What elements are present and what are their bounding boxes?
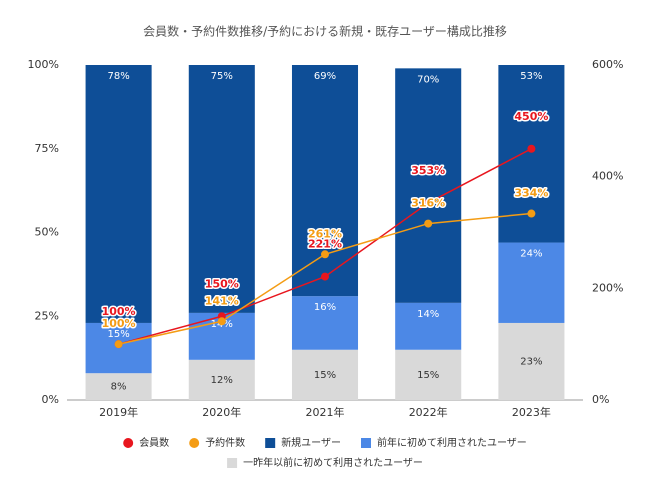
bar-value-label: 24% — [520, 249, 542, 260]
bar-segment — [395, 302, 462, 350]
line-value-label: 334% — [514, 187, 548, 200]
line-point — [217, 317, 226, 326]
line-point — [424, 198, 433, 207]
legend-label: 一昨年以前に初めて利用されたユーザー — [243, 456, 423, 469]
x-tick-label: 2020年 — [202, 405, 241, 419]
line-value-label: 150% — [205, 277, 239, 290]
legend-marker — [361, 438, 371, 448]
y-tick-label: 75% — [35, 142, 59, 155]
legend-label: 新規ユーザー — [281, 436, 341, 449]
legend-label: 前年に初めて利用されたユーザー — [377, 436, 527, 449]
bar-segment — [498, 242, 565, 323]
legend-marker — [227, 458, 238, 468]
line-value-label: 100% — [102, 317, 136, 330]
bar-segment — [395, 349, 462, 400]
bar-value-label: 70% — [417, 74, 439, 85]
x-tick-label: 2022年 — [409, 405, 448, 419]
legend-item: 一昨年以前に初めて利用されたユーザー — [227, 456, 423, 469]
bar-value-label: 15% — [107, 329, 129, 340]
line-point — [321, 272, 329, 281]
bar-segment — [85, 65, 152, 323]
line-value-label: 450% — [514, 110, 548, 123]
legend-item: 予約件数 — [189, 436, 245, 449]
chart-title: 会員数・予約件数推移/予約における新規・既存ユーザー構成比推移 — [143, 24, 507, 39]
y-tick-label: 0% — [42, 393, 59, 406]
x-tick-label: 2019年 — [99, 405, 138, 419]
bar-value-label: 14% — [417, 309, 439, 320]
legend-label: 会員数 — [139, 436, 169, 449]
bar-segment — [85, 373, 152, 400]
bar-value-label: 23% — [520, 356, 542, 367]
bar-value-label: 78% — [107, 71, 129, 82]
bar-segment — [188, 359, 255, 400]
y-tick-label: 25% — [35, 309, 59, 322]
line-point — [321, 250, 329, 259]
bar-value-label: 53% — [520, 71, 542, 82]
legend-marker — [189, 438, 200, 448]
legend-item: 前年に初めて利用されたユーザー — [361, 436, 527, 449]
x-tick-label: 2021年 — [306, 405, 345, 419]
bar-value-label: 75% — [211, 71, 233, 82]
line-point — [527, 209, 536, 218]
bar-value-label: 69% — [314, 71, 336, 82]
bar-segment — [395, 68, 462, 303]
bar-segment — [291, 296, 359, 350]
bar-value-label: 8% — [111, 382, 127, 393]
legend-item: 会員数 — [123, 436, 169, 449]
y-tick-label: 50% — [35, 226, 59, 239]
line-value-label: 261% — [308, 227, 342, 240]
legend-label: 予約件数 — [205, 436, 245, 449]
legend-marker — [265, 438, 276, 448]
x-tick-label: 2023年 — [512, 405, 551, 419]
bar-value-label: 15% — [314, 370, 336, 381]
legend-marker — [123, 438, 134, 448]
legend-item: 新規ユーザー — [265, 436, 341, 449]
y2-tick-label: 0% — [592, 393, 609, 406]
y2-tick-label: 600% — [592, 58, 623, 71]
line-value-label: 100% — [102, 305, 136, 318]
bar-value-label: 15% — [417, 370, 439, 381]
bar-segment — [188, 65, 255, 313]
line-point — [527, 144, 536, 153]
bar-value-label: 16% — [314, 302, 336, 313]
line-value-label: 353% — [411, 164, 445, 177]
line-point — [424, 219, 433, 228]
bar-segment — [498, 322, 565, 400]
bar-value-label: 12% — [211, 375, 233, 386]
bar-segment — [291, 65, 359, 297]
line-value-label: 221% — [308, 238, 342, 251]
line-point — [114, 340, 123, 349]
line-value-label: 316% — [411, 197, 445, 210]
line-value-label: 141% — [205, 294, 239, 307]
y2-tick-label: 200% — [592, 281, 623, 294]
y2-tick-label: 400% — [592, 170, 623, 183]
bar-segment — [291, 349, 359, 400]
y-tick-label: 100% — [28, 58, 59, 71]
